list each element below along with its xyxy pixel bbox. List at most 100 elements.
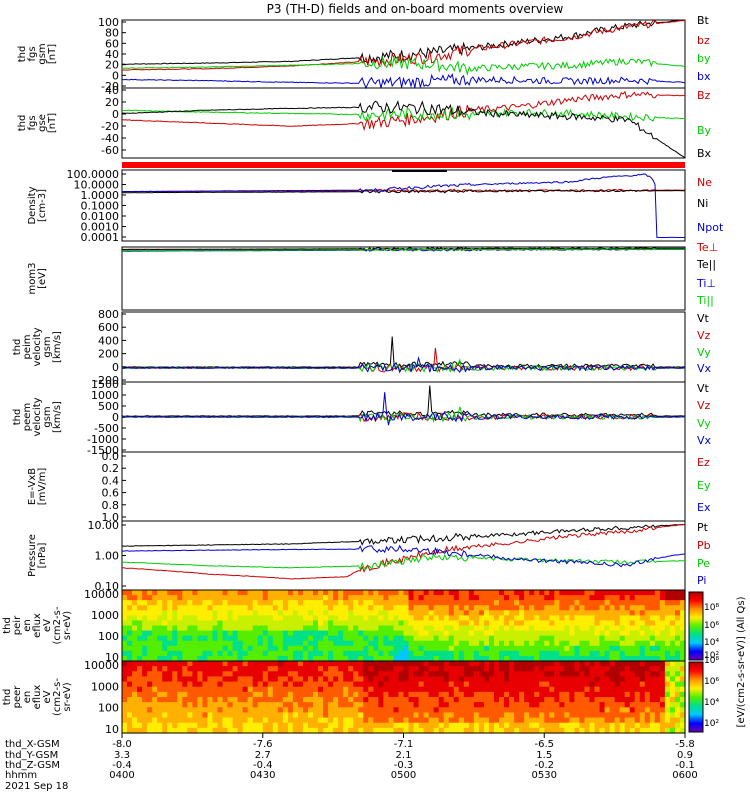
- peer_spectrogram-cell: [383, 671, 390, 678]
- peir_spectrogram-cell: [594, 625, 601, 632]
- peer_spectrogram-cell: [418, 666, 425, 672]
- peer_spectrogram-cell: [122, 686, 128, 693]
- peer_spectrogram-cell: [373, 691, 379, 698]
- peir_spectrogram-cell: [388, 615, 395, 622]
- peir_spectrogram-cell: [478, 630, 485, 637]
- peer_spectrogram-cell: [122, 681, 128, 688]
- peir_spectrogram-cell: [222, 645, 229, 652]
- peer_spectrogram-cell: [333, 691, 339, 698]
- peer_spectrogram-cell: [257, 712, 264, 719]
- peer_spectrogram-cell: [619, 707, 626, 714]
- peir_spectrogram-cell: [564, 625, 570, 632]
- peer_spectrogram-cell: [358, 707, 364, 714]
- peir_spectrogram-cell: [574, 645, 581, 652]
- peir_spectrogram-cell: [378, 610, 384, 616]
- peir_spectrogram-cell: [654, 625, 661, 632]
- peir_spectrogram-ytick: 100: [98, 630, 119, 643]
- peir_spectrogram-cell: [534, 605, 540, 611]
- peir_spectrogram-cell: [333, 640, 339, 647]
- peer_spectrogram-cell: [282, 686, 289, 693]
- peer_spectrogram-cell: [579, 676, 586, 683]
- peer_spectrogram-cell: [594, 727, 601, 734]
- colorbar-tick: 10²: [704, 719, 719, 729]
- e_field-ytick: 1.0: [102, 511, 120, 524]
- peer_spectrogram-cell: [544, 712, 550, 719]
- peir_spectrogram-cell: [443, 590, 450, 596]
- peir_spectrogram-cell: [499, 595, 505, 601]
- peer_spectrogram-cell: [483, 717, 490, 724]
- peer_spectrogram-cell: [318, 717, 324, 724]
- peir_spectrogram-cell: [242, 635, 249, 642]
- temperature-legend-0: Te⊥: [696, 241, 718, 254]
- peir_spectrogram-cell: [287, 635, 294, 642]
- peer_spectrogram-cell: [468, 681, 475, 688]
- peir_spectrogram-cell: [343, 610, 349, 616]
- peer_spectrogram-cell: [182, 722, 188, 729]
- peir_spectrogram-cell: [292, 620, 299, 627]
- peir_spectrogram-cell: [669, 590, 676, 596]
- peer_spectrogram-cell: [438, 691, 445, 698]
- peer_spectrogram-cell: [418, 727, 425, 734]
- peer_spectrogram-cell: [167, 707, 173, 714]
- peir_spectrogram-cell: [504, 605, 510, 611]
- peer_spectrogram-cell: [463, 676, 470, 683]
- xrow-value: 2.7: [255, 750, 271, 761]
- peer_spectrogram-cell: [478, 686, 485, 693]
- peir_spectrogram-cell: [323, 655, 329, 662]
- peer_spectrogram-cell: [564, 661, 570, 667]
- peir_spectrogram-cell: [564, 595, 570, 601]
- peir_spectrogram-cell: [438, 600, 445, 606]
- peir_spectrogram-cell: [227, 615, 234, 622]
- peer_spectrogram-cell: [282, 661, 289, 667]
- peer_spectrogram-cell: [674, 661, 681, 667]
- peer_spectrogram-cell: [267, 727, 274, 734]
- peer_spectrogram-cell: [443, 702, 450, 708]
- peer_spectrogram-cell: [393, 661, 400, 667]
- peir_spectrogram-cell: [292, 610, 299, 616]
- peer_spectrogram-cell: [277, 697, 284, 703]
- peir_spectrogram-cell: [242, 655, 249, 662]
- peer_spectrogram-cell: [358, 676, 364, 683]
- peer_spectrogram-cell: [333, 727, 339, 734]
- peir_spectrogram-cell: [328, 645, 334, 652]
- peer_spectrogram-cell: [569, 707, 576, 714]
- peir_spectrogram-cell: [483, 590, 490, 596]
- peer_spectrogram-cell: [629, 676, 636, 683]
- peir_spectrogram-cell: [152, 655, 158, 662]
- peir_spectrogram-cell: [514, 645, 520, 652]
- peer_spectrogram-cell: [483, 691, 490, 698]
- peer_spectrogram-cell: [629, 727, 636, 734]
- peer_spectrogram-cell: [227, 661, 234, 667]
- peir_spectrogram-cell: [544, 620, 550, 627]
- peir_spectrogram-cell: [539, 645, 545, 652]
- peir_spectrogram-cell: [438, 650, 445, 657]
- peer_spectrogram-cell: [257, 661, 264, 667]
- peer_spectrogram-cell: [473, 707, 480, 714]
- peir_spectrogram-cell: [524, 595, 530, 601]
- peer_spectrogram-cell: [524, 717, 530, 724]
- peer_spectrogram-cell: [574, 707, 581, 714]
- peir_spectrogram-cell: [302, 615, 309, 622]
- peir_spectrogram-cell: [252, 610, 259, 616]
- peer_spectrogram-cell: [247, 671, 254, 678]
- peer_spectrogram-cell: [192, 671, 199, 678]
- peir_spectrogram-cell: [292, 595, 299, 601]
- peer_spectrogram-cell: [649, 666, 656, 672]
- peer_spectrogram-cell: [599, 666, 606, 672]
- peer_spectrogram-cell: [423, 666, 430, 672]
- peir_spectrogram-cell: [509, 625, 515, 632]
- peir_spectrogram-cell: [252, 630, 259, 637]
- peer_spectrogram-cell: [292, 702, 299, 708]
- peir_spectrogram-cell: [413, 615, 420, 622]
- peir_spectrogram-cell: [549, 640, 555, 647]
- colorbar-tick: 10⁶: [704, 621, 719, 631]
- peer_spectrogram-cell: [197, 717, 204, 724]
- peir_spectrogram-cell: [423, 640, 430, 647]
- peir_spectrogram-cell: [202, 630, 209, 637]
- peer_spectrogram-cell: [609, 666, 616, 672]
- peir_spectrogram-cell: [277, 610, 284, 616]
- peir_spectrogram-cell: [649, 600, 656, 606]
- peir_spectrogram-cell: [197, 630, 204, 637]
- peer_spectrogram-cell: [242, 676, 249, 683]
- peir_spectrogram-cell: [408, 615, 415, 622]
